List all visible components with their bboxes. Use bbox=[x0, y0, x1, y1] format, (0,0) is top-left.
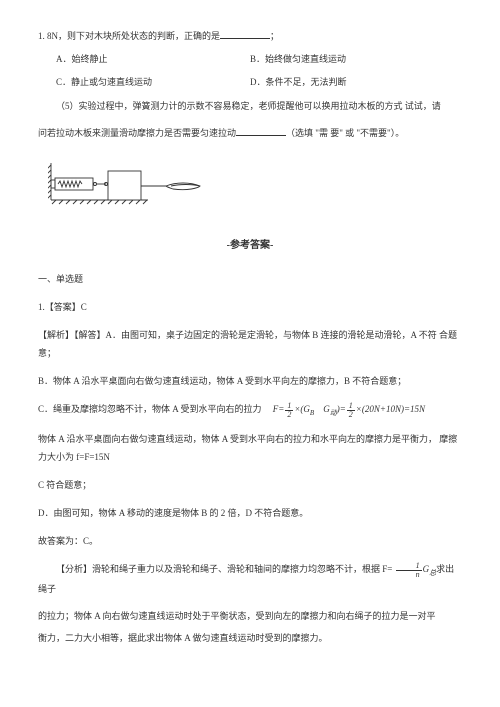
ans1-label: 1.【答案】C bbox=[38, 298, 462, 316]
analysis-b: B．物体 A 沿水平桌面向右做匀速直线运动，物体 A 受到水平向左的摩擦力，B … bbox=[38, 372, 462, 390]
c-prefix: C．绳重及摩擦均忽略不计，物体 A 受到水平向右的拉力 bbox=[38, 404, 271, 414]
analysis-c-line1: C．绳重及摩擦均忽略不计，物体 A 受到水平向右的拉力 F=12×(GB G动)… bbox=[38, 400, 462, 420]
a2-formula: 1nG总 bbox=[395, 564, 437, 574]
c-frac1: 12 bbox=[285, 402, 293, 419]
c-l2: 物体 A 沿水平桌面向右做匀速直线运动，物体 A 受到水平向右的拉力和水平向左的… bbox=[38, 434, 437, 444]
q1-stem-tail: ； bbox=[270, 31, 279, 41]
c-sub-dong: 动 bbox=[330, 409, 337, 417]
c-frac2: 12 bbox=[347, 402, 355, 419]
analysis-c-line2: 物体 A 沿水平桌面向右做匀速直线运动，物体 A 受到水平向右的拉力和水平向左的… bbox=[38, 430, 462, 466]
analysis-a: 【解析】【解答】A．由图可知，桌子边固定的滑轮是定滑轮，与物体 B 连接的滑轮是… bbox=[38, 326, 462, 362]
q1-options-row1: A．始终静止 B．始终做匀速直线运动 bbox=[38, 51, 462, 68]
q5-line2: 问若拉动木板来测量滑动摩擦力是否需要匀速拉动 （选填 "需 要" 或 "不需要"）… bbox=[38, 125, 462, 142]
section-1-title: 一、单选题 bbox=[38, 271, 462, 288]
c-sub-B: B bbox=[310, 409, 314, 417]
answer-header: -参考答案- bbox=[38, 236, 462, 255]
analysis-a-l1: 【解析】【解答】A．由图可知，桌子边固定的滑轮是定滑轮，与物体 B 连接的滑轮是… bbox=[38, 330, 437, 340]
c-formula: F=12×(GB G动)=12×(20N+10N)=15N bbox=[273, 404, 425, 414]
q1-options-row2: C．静止或匀速直线运动 D．条件不足，无法判断 bbox=[38, 74, 462, 91]
q5-line1: （5）实验过程中，弹簧测力计的示数不容易稳定，老师提醒他可以换用拉动木板的方式 … bbox=[38, 97, 462, 115]
conclusion: 故答案为：C。 bbox=[38, 532, 462, 550]
c-eq1: = bbox=[278, 404, 284, 414]
q1-stem-text: 1. 8N，则下对木块所处状态的判断，正确的是 bbox=[38, 31, 220, 41]
analysis-d: D．由图可知，物体 A 移动的速度是物体 B 的 2 倍，D 不符合题意。 bbox=[38, 504, 462, 522]
a2-frac: 1n bbox=[396, 562, 422, 579]
q1-opt-c: C．静止或匀速直线运动 bbox=[38, 74, 250, 91]
a2-frac-den: n bbox=[396, 571, 422, 579]
q5-line2-prefix: 问若拉动木板来测量滑动摩擦力是否需要匀速拉动 bbox=[38, 128, 236, 138]
q1-opt-a: A．始终静止 bbox=[38, 51, 250, 68]
c-frac2-den: 2 bbox=[347, 411, 355, 419]
c-frac1-den: 2 bbox=[285, 411, 293, 419]
c-close: )= bbox=[337, 404, 346, 414]
q1-blank bbox=[220, 29, 270, 39]
q1-stem: 1. 8N，则下对木块所处状态的判断，正确的是 ； bbox=[38, 28, 462, 45]
q5-blank bbox=[236, 126, 286, 136]
experiment-figure bbox=[48, 158, 462, 208]
q1-opt-b: B．始终做匀速直线运动 bbox=[250, 51, 462, 68]
q5-line2-suffix: （选填 "需 要" 或 "不需要"）。 bbox=[286, 128, 404, 138]
analysis2-l2: 的拉力；物体 A 向右做匀速直线运动时处于平衡状态，受到向左的摩擦力和向右绳子的… bbox=[38, 608, 462, 625]
q1-opt-d: D．条件不足，无法判断 bbox=[250, 74, 462, 91]
analysis2: 【分析】滑轮和绳子重力以及滑轮和绳子、滑轮和轴间的摩擦力均忽略不计，根据 F= … bbox=[38, 560, 462, 598]
c-result: ×(20N+10N)=15N bbox=[356, 404, 425, 414]
analysis-c-line4: C 符合题意； bbox=[38, 476, 462, 494]
a2-prefix: 【分析】滑轮和绳子重力以及滑轮和绳子、滑轮和轴间的摩擦力均忽略不计，根据 F= bbox=[56, 564, 392, 574]
analysis2-l3: 衡力，二力大小相等，据此求出物体 A 做匀速直线运动时受到的摩擦力。 bbox=[38, 630, 462, 647]
